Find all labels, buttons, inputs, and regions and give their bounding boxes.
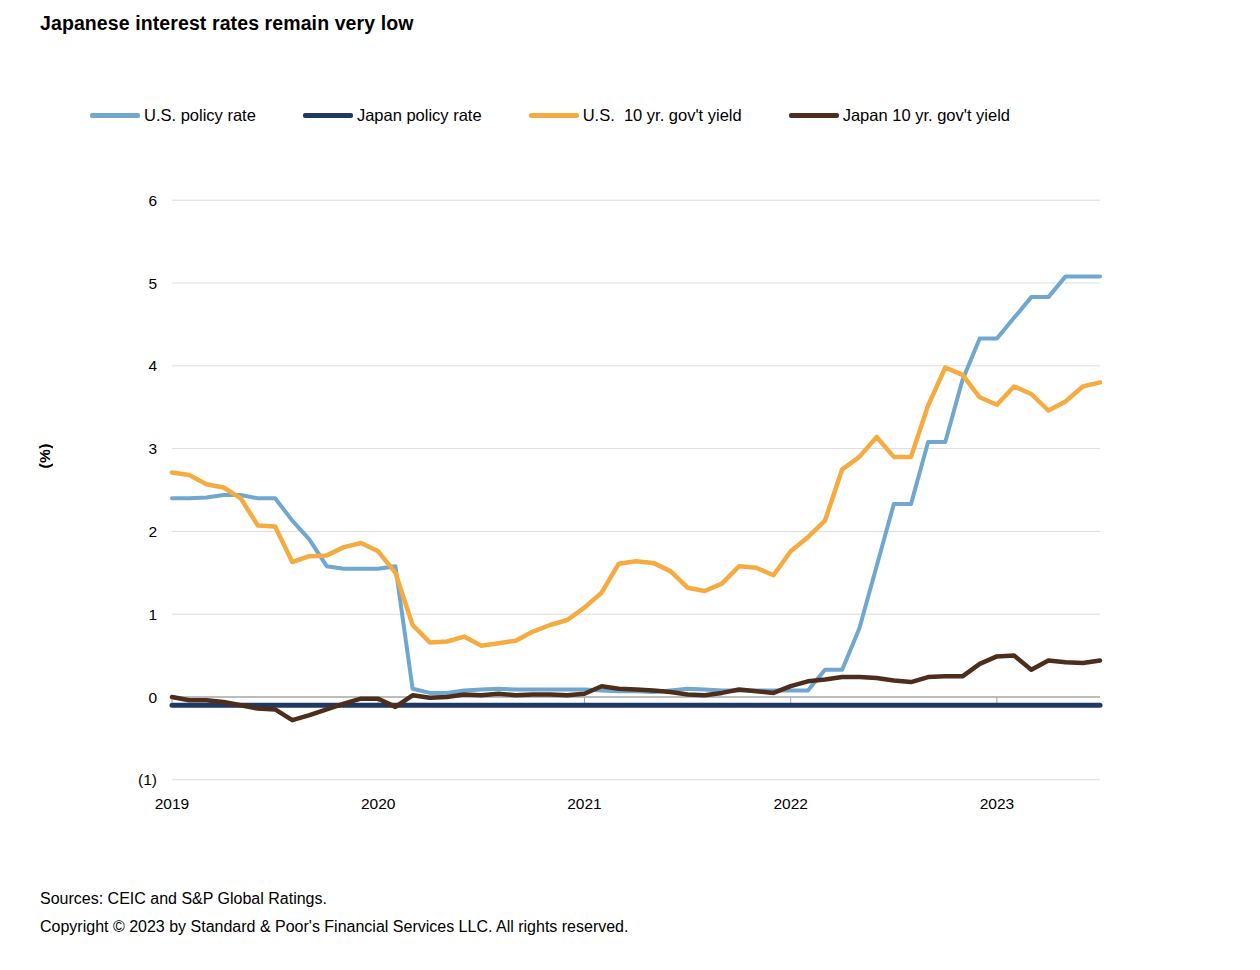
series-line-us-policy-rate — [172, 276, 1100, 693]
line-chart: 6 5 4 3 2 1 0 (1) 2019 2020 2021 2022 2023 — [0, 0, 1260, 970]
copyright-text: Copyright © 2023 by Standard & Poor's Fi… — [40, 918, 628, 936]
x-tick-label-2021: 2021 — [567, 795, 601, 812]
y-tick-label-1: 1 — [148, 606, 157, 623]
footer: Sources: CEIC and S&P Global Ratings. Co… — [40, 890, 628, 946]
sources-text: Sources: CEIC and S&P Global Ratings. — [40, 890, 628, 908]
y-tick-label-6: 6 — [148, 192, 157, 209]
series-line-japan-10yr-govt-yield — [172, 656, 1100, 721]
y-tick-label-0: 0 — [148, 689, 157, 706]
chart-page: Japanese interest rates remain very low … — [0, 0, 1260, 970]
x-tick-label-2023: 2023 — [980, 795, 1014, 812]
y-tick-label-4: 4 — [148, 357, 157, 374]
y-tick-label-n1n: (1) — [138, 771, 157, 788]
y-tick-label-3: 3 — [148, 440, 157, 457]
y-tick-label-2: 2 — [148, 523, 157, 540]
x-tick-label-2022: 2022 — [773, 795, 807, 812]
x-tick-label-2020: 2020 — [361, 795, 396, 812]
series-line-us-10yr-govt-yield — [172, 368, 1100, 646]
x-tick-label-2019: 2019 — [155, 795, 189, 812]
y-tick-label-5: 5 — [148, 275, 157, 292]
